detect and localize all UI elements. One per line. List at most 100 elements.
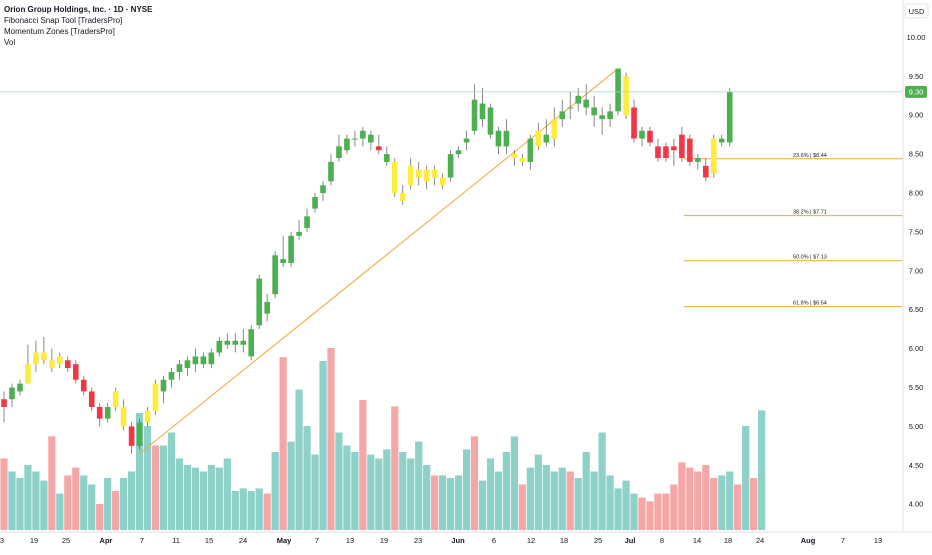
indicator-volume[interactable]: Vol	[4, 38, 16, 47]
volume-bar	[48, 436, 56, 530]
candle-body	[384, 154, 390, 162]
candle-body	[591, 107, 597, 116]
candle-body	[519, 158, 526, 162]
volume-bar	[72, 467, 80, 530]
volume-bar	[295, 389, 303, 530]
volume-bar	[710, 478, 718, 530]
volume-bar	[327, 348, 335, 530]
time-tick-label: 3	[0, 536, 4, 545]
volume-bar	[367, 454, 375, 530]
indicator-fibonacci[interactable]: Fibonacci Snap Tool [TradersPro]	[4, 16, 123, 25]
volume-bar	[399, 452, 407, 530]
symbol-title[interactable]: Orion Group Holdings, Inc. · 1D · NYSE	[4, 5, 153, 14]
candle-body	[72, 364, 79, 380]
price-tick-label: 5.50	[909, 383, 924, 392]
candle-body	[439, 177, 446, 186]
volume-bar	[654, 493, 662, 530]
candle-body	[503, 130, 510, 147]
volume-bar	[630, 493, 638, 530]
candle-body	[423, 169, 430, 182]
fib-level-label: 23.6% | $8.44	[793, 153, 827, 159]
volume-bar	[247, 491, 255, 530]
volume-bar	[0, 458, 8, 530]
candle-body	[535, 130, 542, 147]
price-tick-label: 6.00	[909, 344, 924, 353]
time-tick-label: 14	[693, 536, 701, 545]
candle-body	[120, 406, 127, 427]
volume-bar	[120, 478, 128, 530]
candle-body	[304, 216, 310, 229]
time-tick-label: 15	[205, 536, 213, 545]
candle-body	[296, 231, 302, 236]
time-tick-label: 23	[414, 536, 422, 545]
volume-layer	[0, 348, 766, 530]
candle-body	[25, 364, 31, 384]
time-axis[interactable]: 3 19 25 Apr 7 11 15 24 May 7 13 19 23 Jun 6 12 18 25 Jul 8 1…	[0, 531, 932, 550]
time-tick-label: 18	[724, 536, 732, 545]
candle-body	[679, 134, 685, 159]
volume-bar	[135, 413, 144, 530]
volume-bar	[582, 452, 590, 530]
time-tick-label: 25	[62, 536, 70, 545]
volume-bar	[758, 410, 766, 530]
volume-bar	[88, 484, 96, 530]
candle-body	[272, 255, 278, 295]
time-tick-label: 7	[841, 536, 845, 545]
candle-body	[336, 146, 342, 159]
candle-body	[208, 352, 215, 365]
candle-body	[551, 119, 558, 139]
time-tick-label: Aug	[801, 536, 816, 545]
price-tick-label: 8.50	[909, 150, 924, 159]
candle-body	[631, 107, 637, 139]
last-price-label: 9.30	[909, 87, 924, 96]
candle-body	[312, 196, 318, 209]
time-tick-label: 8	[660, 536, 664, 545]
candle-body	[399, 193, 406, 201]
volume-bar	[391, 406, 399, 530]
time-tick-label: May	[277, 536, 292, 545]
volume-bar	[143, 426, 152, 530]
candle-body	[710, 138, 717, 174]
candle-body	[41, 352, 47, 361]
volume-bar	[638, 497, 646, 530]
time-tick-label: 13	[874, 536, 882, 545]
candle-body	[344, 138, 350, 151]
candle-body	[49, 360, 55, 369]
indicator-momentum[interactable]: Momentum Zones [TradersPro]	[4, 27, 115, 36]
candle-body	[320, 185, 326, 194]
fib-level-label: 61.8% | $6.54	[793, 301, 827, 307]
volume-bar	[590, 471, 598, 530]
volume-bar	[375, 458, 383, 530]
currency-label[interactable]: USD	[909, 7, 925, 16]
candle-body	[288, 235, 294, 264]
volume-bar	[383, 449, 391, 530]
candle-body	[687, 138, 693, 162]
volume-bar	[223, 458, 231, 530]
candle-body	[368, 134, 374, 143]
volume-bar	[526, 467, 534, 530]
volume-bar	[311, 454, 319, 530]
candle-body	[200, 356, 207, 365]
candle-body	[104, 406, 111, 419]
volume-bar	[24, 465, 32, 530]
volume-bar	[542, 465, 550, 530]
candle-body	[567, 107, 574, 109]
volume-bar	[534, 454, 542, 530]
candle-body	[112, 391, 119, 407]
candle-body	[160, 379, 167, 392]
time-tick-label: Jul	[625, 536, 636, 545]
candle-body	[168, 371, 175, 380]
candle-body	[192, 356, 199, 365]
candle-body	[431, 169, 438, 178]
volume-bar	[678, 462, 686, 530]
price-axis[interactable]: USD 10.00 9.50 9.00 8.50 8.00 7.50 7.00 6.50 6.0…	[902, 0, 932, 532]
volume-bar	[287, 441, 295, 530]
candle-body	[176, 364, 183, 372]
volume-bar	[199, 471, 207, 530]
price-tick-label: 7.50	[909, 227, 924, 236]
volume-bar	[239, 488, 247, 530]
volume-bar	[64, 475, 72, 530]
volume-bar	[718, 475, 726, 530]
